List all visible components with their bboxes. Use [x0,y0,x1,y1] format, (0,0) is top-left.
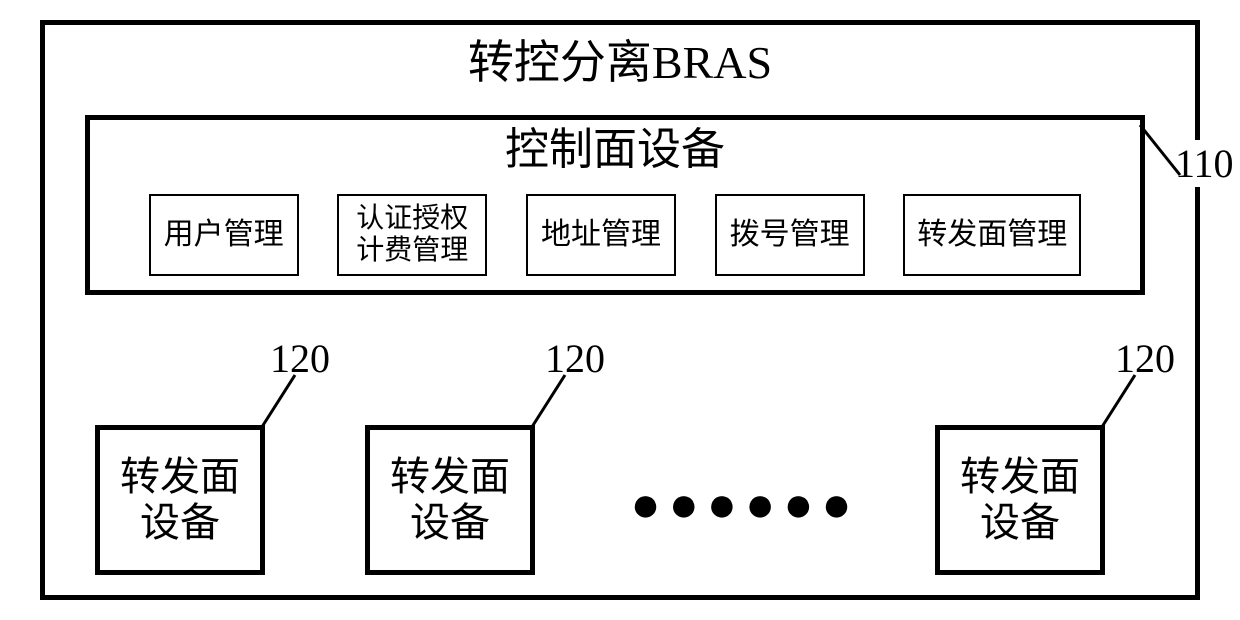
ellipsis-dots: ●●●●●● [605,475,885,533]
fp-label-line1: 转发面 [390,454,510,499]
module-label: 地址管理 [541,218,661,253]
module-label: 拨号管理 [730,218,850,253]
module-label-line1: 认证授权 [356,203,468,235]
module-label-line2: 计费管理 [356,235,468,267]
forwarding-plane-box-3: 转发面 设备 [935,425,1105,575]
module-user-mgmt: 用户管理 [149,194,299,276]
module-addr-mgmt: 地址管理 [526,194,676,276]
main-title: 转控分离BRAS [45,35,1195,90]
module-dial-mgmt: 拨号管理 [715,194,865,276]
forwarding-plane-box-1: 转发面 设备 [95,425,265,575]
control-plane-box: 控制面设备 用户管理 认证授权 计费管理 地址管理 拨号管理 转发面管理 [85,115,1145,295]
module-aaa-mgmt: 认证授权 计费管理 [337,194,487,276]
module-label: 转发面管理 [917,218,1067,253]
fp-label-line2: 设备 [410,500,490,545]
ref-label-110: 110 [1175,140,1234,187]
ref-label-120-1: 120 [270,335,330,382]
control-plane-modules: 用户管理 认证授权 计费管理 地址管理 拨号管理 转发面管理 [90,194,1140,276]
fp-label-line1: 转发面 [960,454,1080,499]
fp-label-line2: 设备 [140,500,220,545]
module-label: 用户管理 [164,218,284,253]
fp-label-line2: 设备 [980,500,1060,545]
fp-label-line1: 转发面 [120,454,240,499]
control-plane-title: 控制面设备 [90,126,1140,174]
bras-outer-box: 转控分离BRAS 控制面设备 用户管理 认证授权 计费管理 地址管理 拨号管理 … [40,20,1200,600]
ref-label-120-3: 120 [1115,335,1175,382]
ref-label-120-2: 120 [545,335,605,382]
forwarding-plane-box-2: 转发面 设备 [365,425,535,575]
module-fwd-plane-mgmt: 转发面管理 [903,194,1081,276]
